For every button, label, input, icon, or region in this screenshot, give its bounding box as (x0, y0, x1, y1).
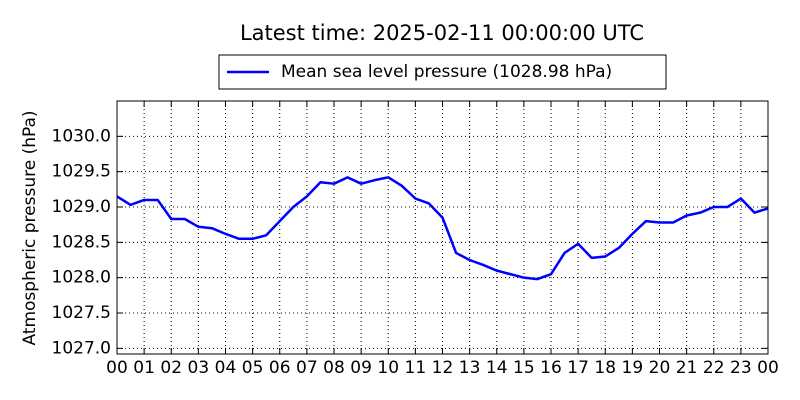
x-tick-label: 22 (703, 358, 725, 378)
y-axis-label: Atmospheric pressure (hPa) (20, 110, 40, 345)
x-tick-label: 06 (269, 358, 291, 378)
x-tick-label: 23 (730, 358, 752, 378)
y-tick-label: 1028.0 (52, 268, 111, 288)
data-line (116, 176, 769, 281)
x-tick-label: 03 (188, 358, 210, 378)
x-tick-label: 17 (567, 358, 589, 378)
chart-title: Latest time: 2025-02-11 00:00:00 UTC (240, 21, 644, 45)
x-tick-label: 05 (242, 358, 264, 378)
x-tick-label: 09 (350, 358, 372, 378)
x-tick-label: 02 (160, 358, 182, 378)
plot-frame (116, 100, 769, 355)
y-tick-label: 1030.0 (52, 126, 111, 146)
x-tick-label: 10 (377, 358, 399, 378)
x-tick-label: 01 (133, 358, 155, 378)
x-tick-label: 12 (432, 358, 454, 378)
x-tick-label: 18 (594, 358, 616, 378)
y-tick-label: 1027.5 (52, 303, 111, 323)
x-tick-label: 16 (540, 358, 562, 378)
x-tick-label: 20 (649, 358, 671, 378)
y-tick-label: 1028.5 (52, 232, 111, 252)
x-tick-label: 14 (486, 358, 508, 378)
y-tick-label: 1029.5 (52, 162, 111, 182)
legend-box (218, 54, 667, 90)
x-tick-label: 00 (106, 358, 128, 378)
x-tick-label: 19 (622, 358, 644, 378)
x-tick-label: 15 (513, 358, 535, 378)
legend-label: Mean sea level pressure (1028.98 hPa) (281, 62, 612, 82)
x-tick-label: 08 (323, 358, 345, 378)
x-tick-label: 00 (757, 358, 779, 378)
y-tick-label: 1027.0 (52, 338, 111, 358)
x-tick-label: 21 (676, 358, 698, 378)
x-tick-label: 07 (296, 358, 318, 378)
y-tick-label: 1029.0 (52, 197, 111, 217)
x-tick-label: 11 (405, 358, 427, 378)
x-tick-label: 04 (215, 358, 237, 378)
x-tick-label: 13 (459, 358, 481, 378)
